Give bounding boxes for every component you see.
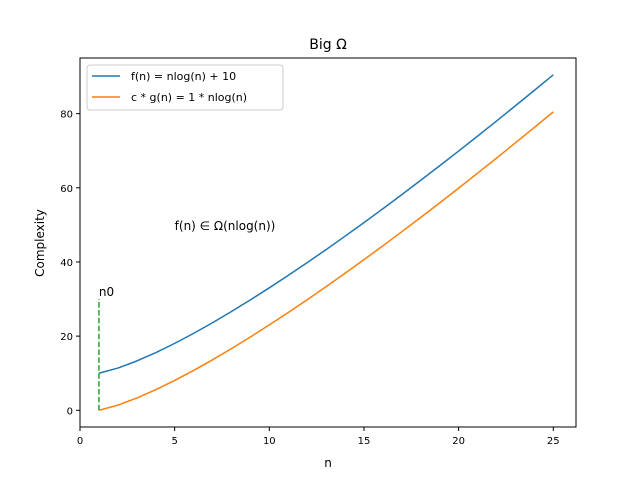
x-tick-label: 15: [358, 436, 371, 447]
y-tick-label: 40: [60, 258, 73, 269]
plot-area: [98, 74, 554, 412]
x-axis-label: n: [324, 456, 332, 470]
legend-label-g: c * g(n) = 1 * nlog(n): [131, 91, 247, 104]
x-tick-label: 25: [547, 436, 560, 447]
x-axis: 0 5 10 15 20 25: [77, 427, 560, 447]
y-tick-label: 20: [60, 332, 73, 343]
x-tick-label: 5: [171, 436, 177, 447]
y-axis-label: Complexity: [33, 209, 47, 277]
x-tick-label: 10: [263, 436, 276, 447]
legend-box: [86, 64, 284, 111]
legend-label-f: f(n) = nlog(n) + 10: [131, 70, 236, 83]
axes-frame: [79, 57, 577, 428]
n0-label: n0: [99, 285, 114, 299]
x-tick-label: 20: [452, 436, 465, 447]
series-line-0: [98, 74, 554, 374]
omega-annotation: f(n) ∈ Ω(nlog(n)): [175, 219, 276, 233]
y-tick-label: 60: [60, 184, 73, 195]
y-tick-label: 0: [67, 406, 73, 417]
x-tick-label: 0: [77, 436, 83, 447]
y-axis: 0 20 40 60 80: [60, 110, 80, 417]
series-line-1: [98, 111, 554, 412]
y-tick-label: 80: [60, 110, 73, 121]
legend: f(n) = nlog(n) + 10 c * g(n) = 1 * nlog(…: [86, 64, 284, 111]
chart-title: Big Ω: [309, 37, 347, 53]
